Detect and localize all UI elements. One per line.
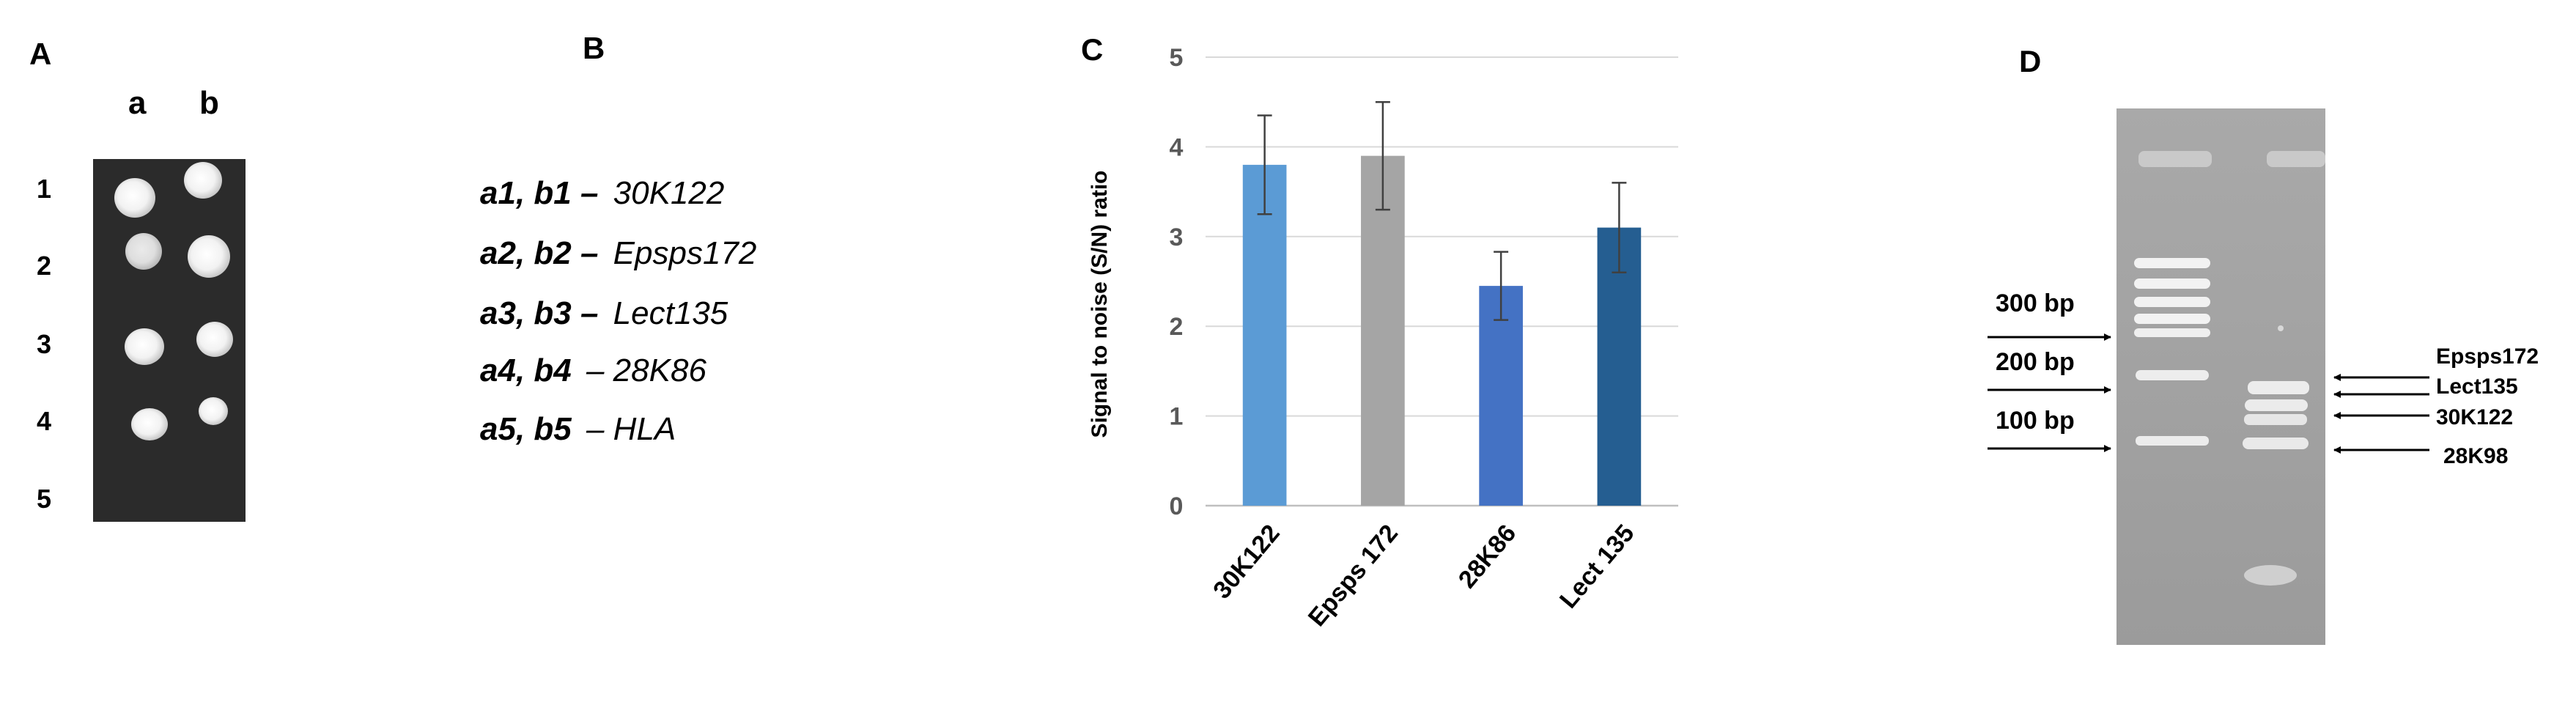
svg-text:a4, b4 – 28K86: a4, b4 – 28K86	[480, 353, 706, 388]
svg-text:a2, b2 – Epsps172: a2, b2 – Epsps172	[480, 235, 756, 271]
bar-30k122	[1242, 164, 1287, 506]
dot-a1	[114, 178, 155, 218]
row-4-label: 4	[37, 406, 51, 436]
panel-c-label: C	[1081, 32, 1103, 67]
gel-well-1	[2138, 151, 2212, 167]
row-2-label: 2	[37, 251, 51, 281]
x-tick-label: 28K86	[1453, 520, 1522, 594]
legend-key-3: a3, b3 –	[480, 295, 598, 331]
gel-well-2	[2267, 151, 2325, 167]
gel-speck	[2278, 325, 2284, 331]
legend-line-3: a3, b3 – Lect135	[480, 295, 728, 331]
dot-b1	[184, 162, 222, 199]
band-label-28k98: 28K98	[2443, 444, 2508, 468]
column-b-label: b	[199, 85, 219, 121]
ladder-label-200bp: 200 bp	[1996, 348, 2075, 376]
panel-c: C Signal to noise (S/N) ratio 0 1 2 3 4 5 30K…	[1081, 32, 1678, 632]
ladder-band	[2136, 436, 2209, 446]
svg-text:a5, b5 – HLA: a5, b5 – HLA	[480, 411, 676, 447]
ladder-band	[2134, 328, 2210, 337]
legend-key-5: a5, b5	[480, 411, 572, 447]
dot-b2	[188, 235, 230, 278]
row-1-label: 1	[37, 174, 51, 204]
legend-key-4: a4, b4	[480, 353, 572, 388]
band-label-30k122: 30K122	[2436, 405, 2513, 429]
legend-value-5: – HLA	[586, 411, 676, 447]
legend-key-1: a1, b1 –	[480, 175, 598, 211]
y-tick-label: 2	[1170, 313, 1184, 341]
ladder-band	[2136, 370, 2209, 380]
sample-band-30k122	[2244, 414, 2307, 425]
ladder-band	[2134, 258, 2210, 268]
dot-b3	[196, 322, 233, 357]
panel-d-label: D	[2019, 44, 2041, 78]
svg-text:a1, b1 – 30K122: a1, b1 – 30K122	[480, 175, 724, 211]
sample-lane	[2243, 325, 2309, 586]
panel-a: A a b 1 2 3 4 5	[29, 37, 246, 522]
dot-b4	[199, 397, 228, 425]
column-a-label: a	[128, 85, 147, 121]
legend-line-1: a1, b1 – 30K122	[480, 175, 724, 211]
bar-28k86	[1479, 286, 1523, 506]
dot-a4	[131, 408, 168, 440]
ladder-lane	[2134, 258, 2210, 446]
y-tick-label: 1	[1170, 403, 1184, 431]
sample-band-labels: Epsps172 Lect135 30K122 28K98	[2333, 344, 2539, 468]
ladder-label-300bp: 300 bp	[1996, 289, 2075, 317]
legend-value-1: 30K122	[613, 175, 725, 211]
ladder-band	[2134, 278, 2210, 289]
panel-a-label: A	[29, 37, 51, 71]
panel-b: B a1, b1 – 30K122 a2, b2 – Epsps172 a3, …	[480, 31, 756, 447]
ladder-label-100bp: 100 bp	[1996, 407, 2075, 435]
dot-a3	[125, 328, 164, 365]
bar-lect135	[1597, 227, 1642, 506]
ladder-band	[2134, 314, 2210, 324]
panel-d: D 300 bp 200 bp 100 bp	[1988, 44, 2539, 645]
chart-bars	[1242, 155, 1642, 506]
x-tick-label: 30K122	[1208, 520, 1285, 605]
sample-band-epsps172	[2248, 381, 2309, 394]
chart-x-tick-labels: 30K122 Epsps 172 28K86 Lect 135	[1208, 520, 1639, 632]
ladder-size-labels: 300 bp 200 bp 100 bp	[1988, 289, 2111, 452]
sample-band-28k98	[2243, 438, 2309, 449]
y-tick-label: 4	[1170, 133, 1184, 161]
primer-dimer-smear	[2244, 565, 2297, 586]
y-tick-label: 5	[1170, 44, 1184, 72]
legend-key-2: a2, b2 –	[480, 235, 598, 271]
sample-band-lect135	[2245, 399, 2308, 411]
y-tick-label: 3	[1170, 224, 1184, 251]
legend-line-4: a4, b4 – 28K86	[480, 353, 706, 388]
bar-epsps172	[1361, 155, 1405, 506]
chart-error-bars	[1257, 100, 1627, 321]
legend-line-2: a2, b2 – Epsps172	[480, 235, 756, 271]
legend-value-4: – 28K86	[586, 353, 706, 388]
band-label-epsps172: Epsps172	[2436, 344, 2539, 369]
chart-y-tick-labels: 0 1 2 3 4 5	[1170, 44, 1184, 520]
legend-value-3: Lect135	[613, 295, 728, 331]
y-tick-label: 0	[1170, 492, 1184, 520]
x-tick-label: Epsps 172	[1303, 520, 1403, 632]
x-tick-label: Lect 135	[1554, 520, 1640, 614]
dot-a2	[125, 233, 162, 270]
row-3-label: 3	[37, 329, 51, 359]
legend-value-2: Epsps172	[613, 235, 757, 271]
svg-text:a3, b3 – Lect135: a3, b3 – Lect135	[480, 295, 728, 331]
row-5-label: 5	[37, 484, 51, 514]
chart-y-axis-label: Signal to noise (S/N) ratio	[1088, 170, 1112, 438]
panel-b-label: B	[583, 31, 605, 65]
ladder-band	[2134, 297, 2210, 307]
legend-line-5: a5, b5 – HLA	[480, 411, 676, 447]
band-label-lect135: Lect135	[2436, 374, 2518, 399]
